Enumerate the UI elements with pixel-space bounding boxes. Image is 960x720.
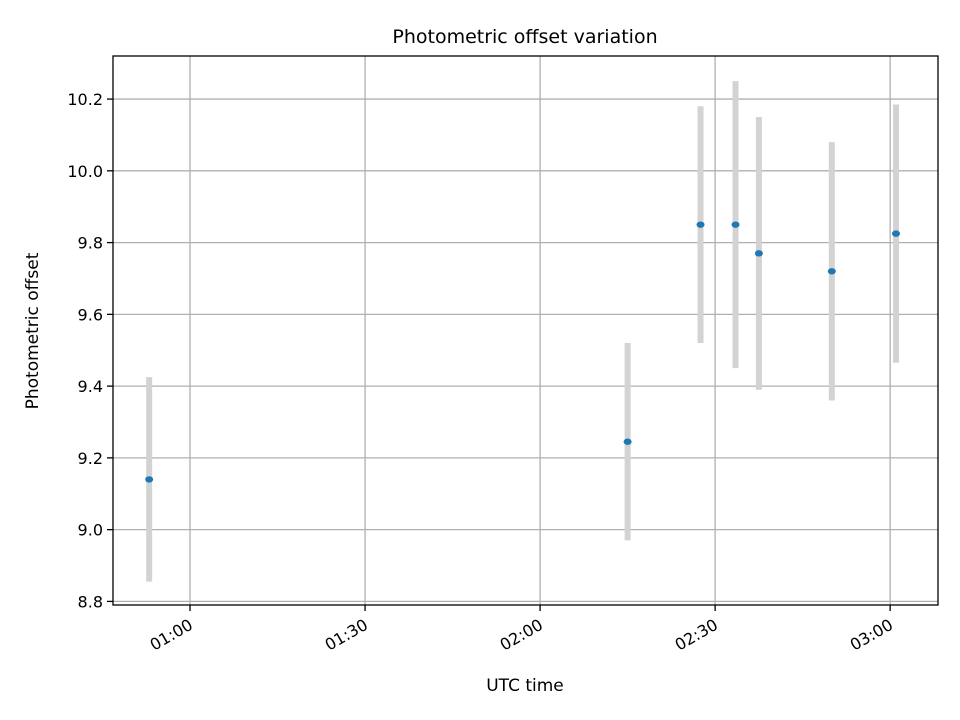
y-tick-label: 10.0 — [67, 162, 103, 181]
data-point — [754, 250, 763, 257]
y-axis: 8.8 9.0 9.2 9.4 9.6 9.8 10.0 10.2 — [67, 90, 113, 611]
data-point — [827, 268, 836, 275]
data-points — [145, 221, 900, 483]
y-tick-label: 9.6 — [78, 305, 103, 324]
y-tick-label: 9.4 — [78, 377, 103, 396]
data-point — [145, 476, 154, 483]
y-tick-label: 10.2 — [67, 90, 103, 109]
y-tick-label: 8.8 — [78, 592, 103, 611]
grid — [113, 56, 938, 605]
data-point — [731, 221, 740, 228]
data-point — [623, 438, 632, 445]
y-tick-label: 9.8 — [78, 234, 103, 253]
chart-title: Photometric offset variation — [392, 26, 657, 48]
data-point — [696, 221, 705, 228]
plot-frame — [112, 55, 939, 606]
y-tick-label: 9.0 — [78, 521, 103, 540]
y-tick-label: 9.2 — [78, 449, 103, 468]
x-axis-title: UTC time — [486, 676, 564, 696]
data-point — [891, 230, 900, 237]
y-axis-title: Photometric offset — [23, 252, 43, 409]
